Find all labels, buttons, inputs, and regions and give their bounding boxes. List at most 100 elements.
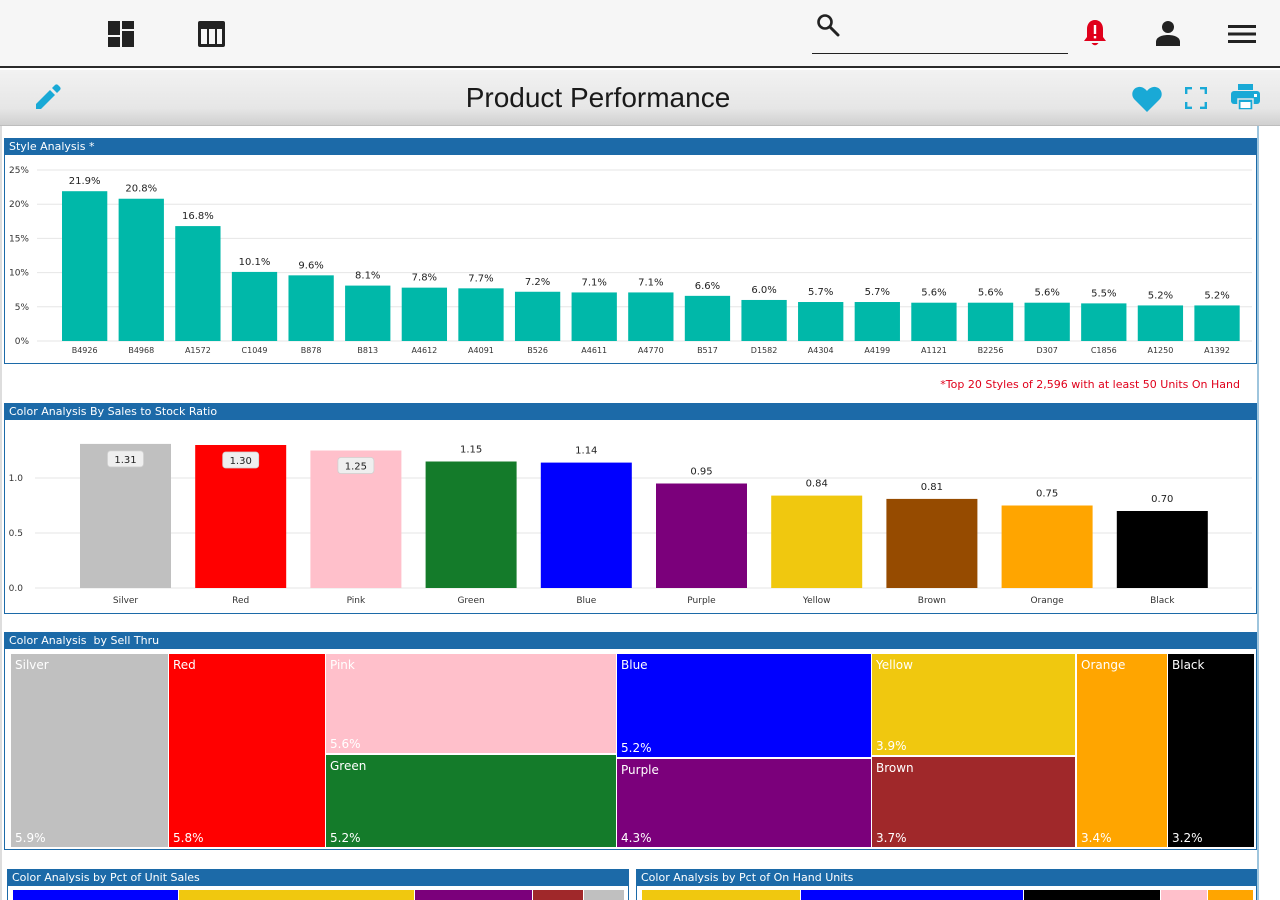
x-tick-label: B878 — [301, 346, 322, 355]
unit-sales-cell-brown[interactable] — [533, 890, 583, 900]
treemap-label: Pink — [330, 658, 355, 672]
bar-a4611 — [571, 292, 617, 341]
bar-a4612 — [401, 287, 448, 341]
dashboard-icon[interactable] — [107, 20, 135, 48]
treemap-cell-green[interactable]: Green 5.2% — [325, 754, 617, 848]
treemap-cell-purple[interactable]: Purple 4.3% — [616, 758, 872, 848]
y-tick-label: 1.0 — [9, 474, 24, 484]
bar-a4304 — [798, 302, 844, 341]
data-label: 21.9% — [69, 176, 101, 187]
data-label: 8.1% — [355, 271, 380, 282]
bar-b878 — [288, 275, 334, 341]
unit-sales-cell-blue[interactable] — [13, 890, 178, 900]
data-label: 7.2% — [525, 277, 550, 288]
data-label: 7.1% — [638, 277, 663, 288]
search-input[interactable] — [850, 18, 1060, 44]
data-label: 5.5% — [1091, 288, 1116, 299]
x-tick-label: Yellow — [802, 596, 831, 606]
x-tick-label: Silver — [113, 596, 139, 606]
x-tick-label: A1572 — [185, 346, 211, 355]
bar-a1121 — [911, 302, 957, 341]
search-icon[interactable] — [816, 13, 840, 37]
treemap-value: 5.8% — [173, 831, 204, 845]
menu-icon[interactable] — [1228, 24, 1256, 44]
color-ratio-panel: Color Analysis By Sales to Stock Ratio 0… — [4, 403, 1257, 614]
treemap-value: 3.9% — [876, 739, 907, 753]
x-tick-label: A4611 — [581, 346, 607, 355]
x-tick-label: A4091 — [468, 346, 494, 355]
data-label-badge — [222, 451, 260, 469]
unit-sales-cell-silver[interactable] — [584, 890, 624, 900]
bar-b4926 — [62, 191, 108, 341]
treemap-label: Yellow — [876, 658, 913, 672]
data-label: 5.6% — [1034, 288, 1059, 299]
page-title: Product Performance — [465, 82, 731, 113]
treemap-cell-brown[interactable]: Brown 3.7% — [871, 756, 1076, 848]
bar-brown — [886, 498, 978, 588]
on-hand-cell-pink[interactable] — [1161, 890, 1207, 900]
data-label: 7.8% — [412, 273, 437, 284]
treemap-cell-red[interactable]: Red 5.8% — [168, 653, 326, 848]
data-label: 6.0% — [751, 285, 776, 296]
x-tick-label: B2256 — [978, 346, 1004, 355]
on-hand-cell-blue[interactable] — [801, 890, 1023, 900]
data-label: 5.7% — [808, 287, 833, 298]
treemap-cell-orange[interactable]: Orange 3.4% — [1076, 653, 1168, 848]
data-label-badge — [107, 450, 144, 468]
bar-d307 — [1024, 302, 1070, 341]
right-scroll-track[interactable] — [1257, 126, 1259, 900]
style-analysis-title: Style Analysis * — [5, 139, 1256, 155]
top-toolbar — [0, 0, 1280, 68]
unit-sales-panel: Color Analysis by Pct of Unit Sales — [7, 869, 629, 900]
x-tick-label: Purple — [687, 596, 716, 606]
data-label: 5.2% — [1204, 290, 1229, 301]
treemap-label: Orange — [1081, 658, 1126, 672]
unit-sales-cell-purple[interactable] — [415, 890, 532, 900]
treemap-cell-yellow[interactable]: Yellow 3.9% — [871, 653, 1076, 756]
bell-alert-icon[interactable] — [1082, 18, 1108, 48]
left-edge — [0, 126, 2, 900]
bar-black — [1116, 511, 1208, 588]
data-label: 5.6% — [921, 288, 946, 299]
treemap-cell-pink[interactable]: Pink 5.6% — [325, 653, 617, 754]
x-tick-label: A4612 — [411, 346, 437, 355]
fullscreen-icon[interactable] — [1185, 87, 1207, 109]
x-tick-label: C1856 — [1091, 346, 1117, 355]
treemap-cell-black[interactable]: Black 3.2% — [1167, 653, 1255, 848]
title-bar: Product Performance — [0, 70, 1280, 126]
x-tick-label: A4199 — [864, 346, 890, 355]
data-label: 5.7% — [865, 287, 890, 298]
x-tick-label: D1582 — [751, 346, 778, 355]
print-icon[interactable] — [1230, 83, 1261, 111]
unit-sales-cell-yellow[interactable] — [179, 890, 414, 900]
table-icon[interactable] — [197, 20, 226, 48]
y-tick-label: 15% — [9, 234, 29, 244]
user-icon[interactable] — [1155, 20, 1181, 47]
bar-b526 — [514, 291, 561, 341]
edit-icon[interactable] — [34, 83, 62, 111]
data-label: 7.7% — [468, 273, 493, 284]
data-label: 1.30 — [230, 456, 252, 467]
data-label: 1.14 — [575, 446, 597, 457]
bar-orange — [1001, 505, 1093, 588]
bar-blue — [540, 462, 632, 588]
data-label: 0.95 — [690, 467, 712, 478]
on-hand-cell-black[interactable] — [1024, 890, 1160, 900]
treemap-cell-blue[interactable]: Blue 5.2% — [616, 653, 872, 758]
on-hand-cell-yellow[interactable] — [642, 890, 800, 900]
x-tick-label: B526 — [527, 346, 548, 355]
data-label: 0.70 — [1151, 494, 1173, 505]
data-label: 1.25 — [345, 462, 367, 473]
search-box[interactable] — [812, 8, 1068, 54]
treemap-value: 3.4% — [1081, 831, 1112, 845]
on-hand-cell-orange[interactable] — [1208, 890, 1253, 900]
x-tick-label: A4770 — [638, 346, 664, 355]
treemap-cell-silver[interactable]: Silver 5.9% — [10, 653, 170, 848]
bar-red — [195, 445, 287, 588]
bar-green — [425, 461, 517, 588]
favorite-icon[interactable] — [1131, 85, 1163, 113]
data-label: 1.31 — [114, 455, 136, 466]
x-tick-label: Red — [232, 596, 249, 606]
treemap-value: 5.2% — [330, 831, 361, 845]
